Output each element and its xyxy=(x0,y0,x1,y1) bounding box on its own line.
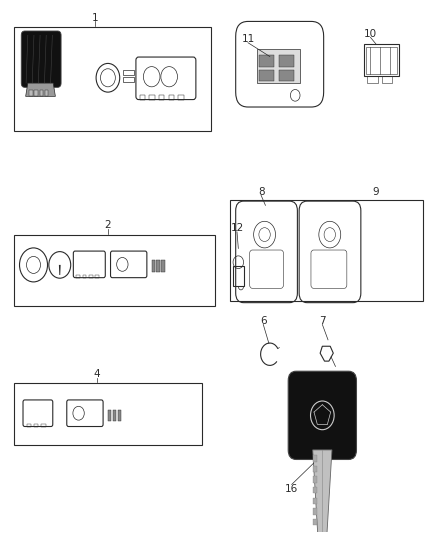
Bar xyxy=(45,90,48,96)
Bar xyxy=(34,424,38,427)
Bar xyxy=(230,200,422,301)
Bar xyxy=(161,260,164,272)
Bar xyxy=(34,90,38,96)
FancyBboxPatch shape xyxy=(21,31,61,87)
Text: 10: 10 xyxy=(363,29,376,39)
Bar xyxy=(151,260,155,272)
Text: 11: 11 xyxy=(241,34,254,44)
Bar xyxy=(140,95,145,100)
Bar xyxy=(278,70,293,82)
Bar xyxy=(14,383,201,445)
Text: 16: 16 xyxy=(284,484,298,494)
Text: 8: 8 xyxy=(257,187,264,197)
Bar xyxy=(14,235,215,306)
Text: 1: 1 xyxy=(91,13,98,23)
Text: 7: 7 xyxy=(318,316,325,326)
Bar xyxy=(312,519,316,526)
Bar xyxy=(88,275,92,278)
FancyBboxPatch shape xyxy=(288,371,356,459)
Bar xyxy=(117,410,121,421)
Text: 2: 2 xyxy=(104,220,111,230)
Polygon shape xyxy=(25,83,55,96)
Text: 4: 4 xyxy=(93,369,100,379)
Bar xyxy=(178,95,183,100)
Bar xyxy=(156,260,159,272)
Bar xyxy=(26,424,31,427)
Bar xyxy=(312,466,316,472)
Text: 12: 12 xyxy=(230,223,243,233)
Text: 6: 6 xyxy=(259,316,266,326)
Bar xyxy=(29,90,32,96)
Bar xyxy=(41,424,46,427)
Bar xyxy=(123,70,134,75)
Bar xyxy=(312,455,316,462)
Bar xyxy=(149,95,154,100)
Bar xyxy=(108,410,111,421)
Text: 9: 9 xyxy=(372,187,378,197)
Bar xyxy=(365,47,396,74)
Bar xyxy=(312,498,316,504)
Bar xyxy=(278,55,293,67)
Polygon shape xyxy=(59,265,60,275)
Bar xyxy=(168,95,173,100)
Bar xyxy=(113,410,116,421)
Bar xyxy=(381,76,392,83)
Polygon shape xyxy=(312,450,331,533)
Bar xyxy=(258,70,274,82)
Bar xyxy=(258,55,274,67)
Bar xyxy=(312,487,316,494)
Bar xyxy=(82,275,86,278)
Bar xyxy=(159,95,164,100)
Bar xyxy=(312,508,316,515)
Bar xyxy=(363,44,398,76)
Bar xyxy=(14,27,210,131)
Bar xyxy=(367,76,377,83)
Bar xyxy=(76,275,80,278)
Bar xyxy=(256,49,300,83)
Bar xyxy=(233,266,243,286)
Bar xyxy=(39,90,43,96)
Bar xyxy=(312,477,316,483)
Bar xyxy=(123,77,134,82)
Bar xyxy=(95,275,99,278)
